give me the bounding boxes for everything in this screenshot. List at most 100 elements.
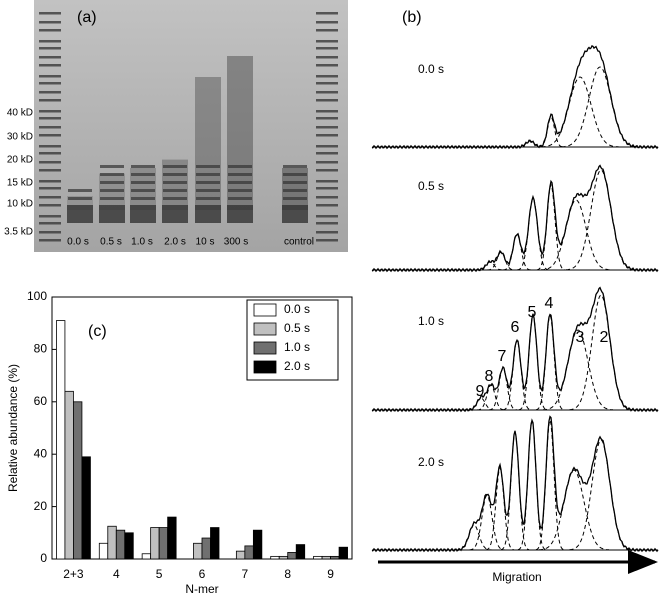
bar — [287, 552, 297, 560]
ladder-band — [39, 180, 61, 183]
gel-band — [196, 165, 220, 168]
trace-label: 0.5 s — [418, 179, 444, 193]
gel-band — [130, 205, 156, 223]
ladder-band — [39, 47, 61, 50]
ladder-band — [316, 196, 338, 199]
trace — [371, 164, 659, 273]
bar — [115, 529, 126, 560]
bar — [278, 555, 289, 560]
gel-band — [100, 173, 124, 176]
fit-peak — [488, 367, 518, 411]
gel-band — [131, 197, 155, 200]
legend-label: 0.0 s — [284, 302, 310, 316]
bar — [295, 544, 306, 560]
ladder-band — [39, 145, 61, 148]
panel-label: (c) — [88, 323, 107, 340]
gel-band — [68, 197, 92, 200]
gel-band — [196, 189, 220, 192]
ladder-band — [316, 215, 338, 218]
ladder-band — [39, 40, 61, 43]
ladder-band — [39, 231, 61, 234]
bar — [193, 542, 203, 560]
gel-band — [162, 205, 188, 223]
fit-peak — [518, 313, 548, 411]
gel-band — [228, 165, 252, 168]
gel-band — [228, 173, 252, 176]
ladder-band — [39, 110, 61, 113]
fit-peak — [565, 169, 637, 271]
fit-peak — [485, 466, 515, 551]
ladder-band — [316, 152, 338, 155]
gel-band — [163, 189, 187, 192]
lane-label: 10 s — [196, 237, 215, 248]
peak-label: 4 — [545, 295, 554, 312]
y-tick-label: 20 — [34, 499, 48, 513]
ladder-band — [316, 64, 338, 67]
gel-band — [131, 165, 155, 168]
bar — [244, 545, 254, 560]
ladder-band — [316, 40, 338, 43]
bar — [158, 527, 169, 560]
ladder-band — [39, 64, 61, 67]
gel-band — [163, 165, 187, 168]
fit-peak — [476, 261, 504, 271]
ladder-band — [316, 29, 338, 32]
ladder-band — [316, 169, 338, 172]
lane-label: 1.0 s — [131, 237, 153, 248]
ladder-band — [39, 29, 61, 32]
peak-label: 8 — [485, 368, 494, 385]
y-tick-label: 80 — [34, 342, 48, 356]
gel-band — [163, 197, 187, 200]
ladder-band — [316, 47, 338, 50]
ladder-band — [316, 231, 338, 234]
bar — [321, 555, 331, 560]
bar — [81, 456, 91, 560]
gel-band — [131, 189, 155, 192]
trace-label: 1.0 s — [418, 314, 444, 328]
ladder-band — [316, 187, 338, 190]
gel-band — [195, 205, 221, 223]
lane-label: control — [284, 237, 314, 248]
bar — [56, 320, 66, 560]
marker-label: 15 kD — [7, 178, 33, 189]
x-tick-label: 9 — [327, 567, 334, 581]
marker-label: 10 kD — [7, 199, 33, 210]
marker-label: 30 kD — [7, 132, 33, 143]
gel-band — [100, 181, 124, 184]
ladder-band — [316, 56, 338, 59]
gel-band — [228, 181, 252, 184]
y-tick-label: 60 — [34, 394, 48, 408]
gel-band — [283, 181, 307, 184]
gel-band — [68, 189, 92, 192]
ladder-band — [39, 187, 61, 190]
ladder-band — [39, 134, 61, 137]
ladder-band — [316, 134, 338, 137]
gel-band — [196, 173, 220, 176]
peak-label: 3 — [576, 329, 585, 346]
bar — [141, 553, 152, 560]
ladder-band — [39, 117, 61, 120]
fit-peak — [539, 469, 609, 551]
bar — [150, 527, 160, 560]
x-tick-label: 5 — [156, 567, 163, 581]
gel-panel — [34, 0, 348, 252]
ladder-band — [39, 91, 61, 94]
gel-band — [99, 205, 125, 223]
legend-swatch — [253, 303, 277, 317]
trace-label: 2.0 s — [418, 455, 444, 469]
x-axis-label: N-mer — [185, 582, 218, 596]
fit-peak — [543, 329, 613, 411]
bar — [98, 542, 109, 560]
ladder-band — [39, 204, 61, 207]
fit-peak — [477, 384, 505, 411]
legend-label: 0.5 s — [284, 321, 310, 335]
fit-peak — [535, 313, 565, 411]
ladder-band — [39, 169, 61, 172]
lane-label: 0.0 s — [67, 237, 89, 248]
legend-swatch — [253, 322, 277, 336]
ladder-band — [316, 110, 338, 113]
gel-band — [227, 205, 253, 223]
bar — [107, 525, 117, 560]
bar — [330, 555, 340, 560]
fit-peak — [486, 251, 516, 271]
